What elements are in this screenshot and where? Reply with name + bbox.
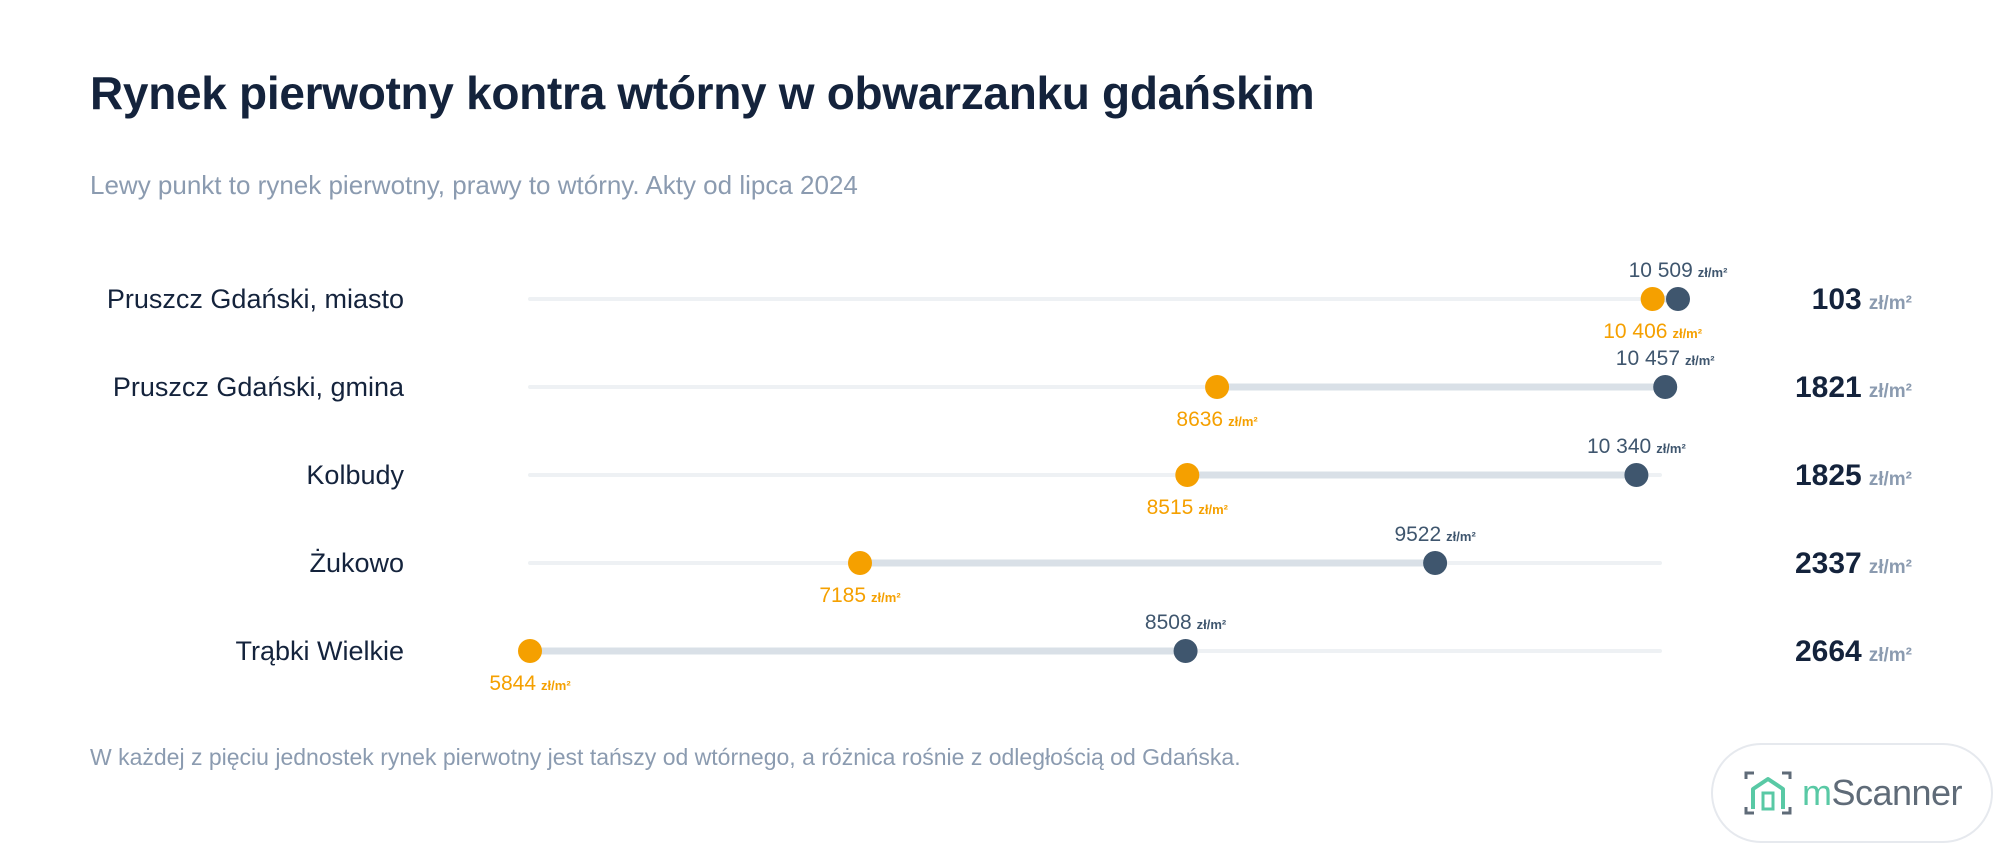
- difference-label: 103 zł/m²: [1812, 283, 1912, 316]
- secondary-market-point: [1653, 375, 1678, 399]
- secondary-value-label: 10 509 zł/m²: [1629, 259, 1729, 282]
- category-label: Pruszcz Gdański, gmina: [113, 372, 405, 402]
- primary-value-label: 7185 zł/m²: [819, 584, 901, 607]
- house-bracket-icon: [1744, 771, 1792, 815]
- primary-market-point: [1205, 375, 1230, 399]
- primary-value-label: 10 406 zł/m²: [1603, 320, 1703, 343]
- chart-title: Rynek pierwotny kontra wtórny w obwarzan…: [90, 67, 1315, 119]
- difference-label: 2664 zł/m²: [1795, 635, 1912, 668]
- primary-value-label: 5844 zł/m²: [489, 672, 571, 695]
- chart-footnote: W każdej z pięciu jednostek rynek pierwo…: [90, 744, 1241, 770]
- secondary-market-point: [1624, 463, 1649, 487]
- primary-market-point: [518, 639, 542, 663]
- category-label: Trąbki Wielkie: [235, 636, 404, 666]
- logo-scanner: Scanner: [1831, 772, 1963, 813]
- primary-market-point: [1175, 463, 1200, 487]
- secondary-value-label: 10 457 zł/m²: [1616, 347, 1716, 370]
- secondary-value-label: 8508 zł/m²: [1145, 611, 1227, 634]
- category-label: Pruszcz Gdański, miasto: [107, 284, 404, 314]
- logo-wordmark: mScanner: [1801, 772, 1963, 814]
- secondary-market-point: [1173, 639, 1198, 663]
- secondary-market-point: [1423, 551, 1448, 575]
- primary-market-point: [848, 551, 873, 575]
- mscanner-logo: mScanner: [1711, 743, 1993, 843]
- secondary-market-point: [1666, 287, 1690, 311]
- secondary-value-label: 9522 zł/m²: [1394, 523, 1476, 546]
- secondary-value-label: 10 340 zł/m²: [1587, 435, 1687, 458]
- category-label: Żukowo: [309, 547, 404, 578]
- primary-market-point: [1640, 287, 1665, 311]
- category-label: Kolbudy: [306, 460, 404, 490]
- dumbbell-chart: Pruszcz Gdański, miasto 10 509 zł/m² 10 406…: [107, 259, 1912, 695]
- difference-label: 1825 zł/m²: [1795, 459, 1912, 492]
- primary-value-label: 8636 zł/m²: [1176, 408, 1258, 431]
- difference-label: 2337 zł/m²: [1795, 547, 1912, 580]
- chart-subtitle: Lewy punkt to rynek pierwotny, prawy to …: [90, 170, 858, 200]
- logo-m: m: [1801, 772, 1832, 813]
- primary-value-label: 8515 zł/m²: [1147, 496, 1229, 519]
- difference-label: 1821 zł/m²: [1795, 371, 1912, 404]
